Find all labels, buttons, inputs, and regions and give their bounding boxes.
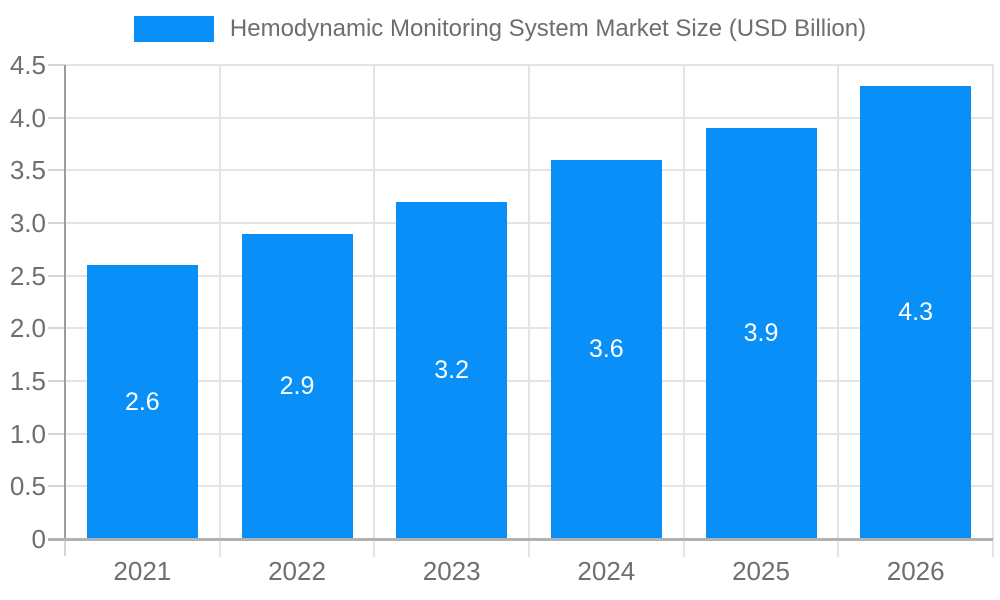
y-gridline (65, 274, 993, 277)
y-gridline (65, 380, 993, 382)
x-axis-tick-label: 2022 (268, 556, 326, 586)
y-tick-mark (48, 116, 65, 119)
y-axis-tick-label: 4.0 (9, 102, 46, 133)
y-axis-tick-label: 1.5 (9, 366, 46, 396)
y-axis-tick-extension (64, 539, 66, 556)
bar-2025-text: 3.9 (743, 319, 779, 348)
y-tick-mark (48, 64, 65, 66)
bar-2022-text: 2.9 (279, 371, 315, 400)
y-tick-mark (48, 222, 65, 224)
y-axis-tick-label: 0.5 (9, 471, 46, 502)
category-separator-gridline (373, 65, 376, 557)
y-axis-tick-label: 2.0 (9, 313, 46, 344)
y-gridline (65, 222, 993, 224)
x-axis-baseline (48, 538, 993, 541)
category-separator-gridline (682, 65, 685, 557)
bar-2023-text: 3.2 (434, 355, 470, 384)
category-separator-gridline (837, 65, 840, 557)
y-axis-tick-label: 0 (31, 524, 46, 554)
y-tick-mark (48, 327, 65, 330)
legend-swatch-icon (133, 16, 214, 42)
bar-2022[interactable]: 2.9 (241, 233, 353, 539)
y-axis-tick-label: 4.5 (9, 50, 46, 80)
y-tick-mark (48, 380, 65, 382)
y-gridline (65, 169, 993, 172)
y-gridline (65, 116, 993, 119)
bar-2021-text: 2.6 (124, 387, 160, 416)
bar-2023[interactable]: 3.2 (396, 201, 508, 539)
y-gridline (65, 64, 993, 66)
bar-2021[interactable]: 2.6 (86, 265, 198, 539)
y-tick-mark (48, 169, 65, 172)
bar-2026[interactable]: 4.3 (860, 86, 972, 539)
chart-legend[interactable]: Hemodynamic Monitoring System Market Siz… (0, 15, 1000, 43)
bar-2024[interactable]: 3.6 (550, 159, 662, 539)
y-axis-tick-label: 3.0 (9, 208, 46, 238)
y-axis-tick-label: 3.5 (9, 155, 46, 186)
y-gridline (65, 327, 993, 330)
legend-label: Hemodynamic Monitoring System Market Siz… (229, 15, 867, 42)
y-axis-tick-label: 1.0 (9, 418, 46, 449)
bar-2024-text: 3.6 (588, 334, 624, 363)
bar-2025[interactable]: 3.9 (705, 128, 817, 539)
x-axis-tick-label: 2024 (577, 556, 636, 586)
x-axis-tick-label: 2021 (113, 556, 172, 586)
y-axis-tick-label: 2.5 (9, 260, 46, 291)
bar-2026-text: 4.3 (898, 298, 934, 327)
y-axis-line (64, 65, 66, 539)
y-tick-mark (48, 432, 65, 435)
category-separator-gridline (218, 65, 221, 557)
x-axis-tick-label: 2026 (886, 556, 945, 586)
y-gridline (65, 485, 993, 488)
y-tick-mark (48, 274, 65, 277)
category-separator-gridline (992, 65, 994, 557)
y-gridline (65, 432, 993, 435)
category-separator-gridline (528, 65, 530, 557)
x-axis-tick-label: 2023 (422, 556, 481, 586)
x-axis-tick-label: 2025 (732, 556, 790, 586)
y-tick-mark (48, 485, 65, 488)
